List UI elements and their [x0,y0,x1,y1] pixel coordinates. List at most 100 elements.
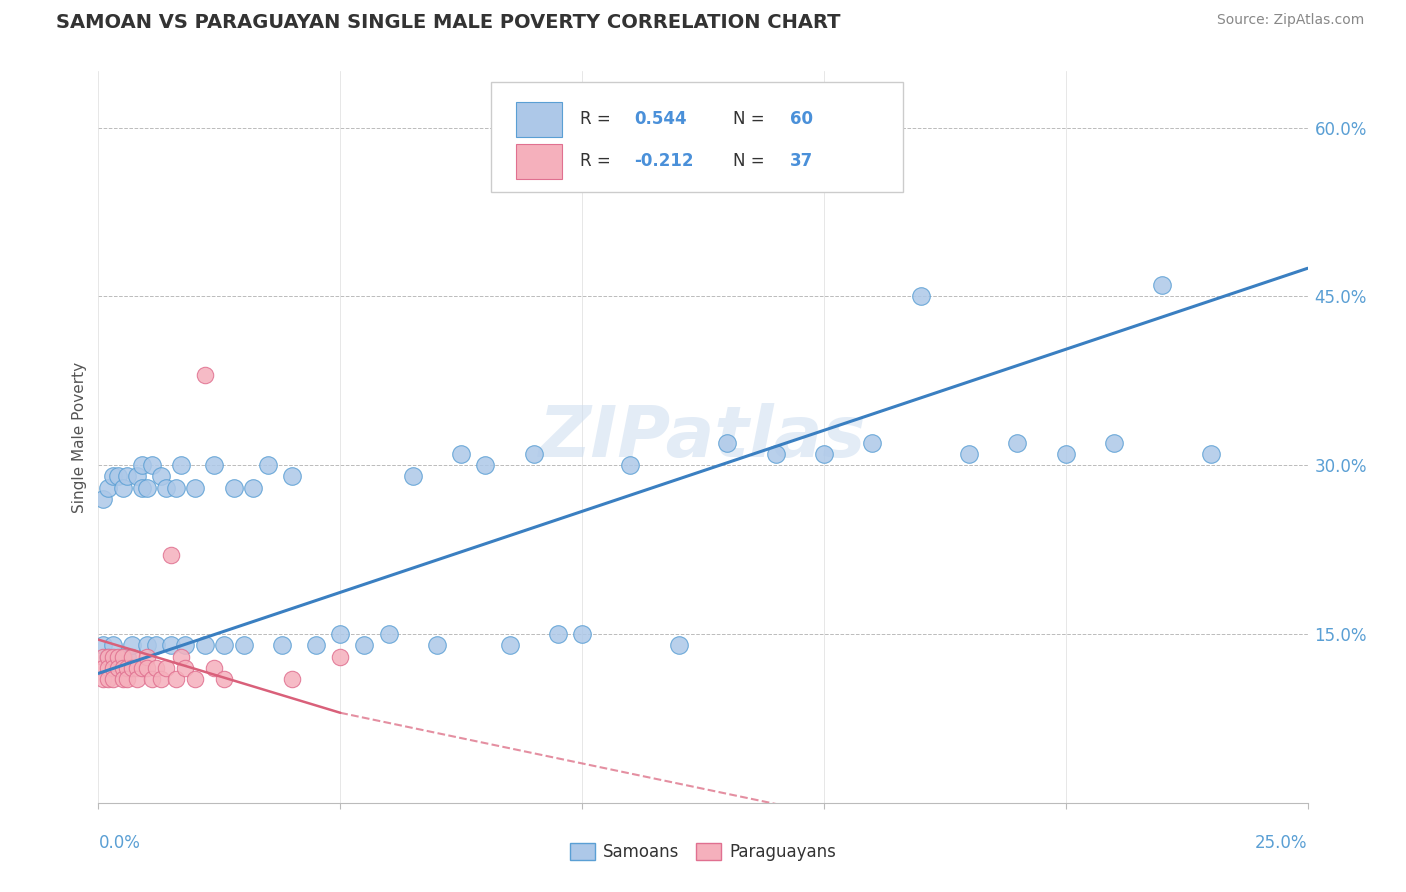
Point [91,672,114,686]
Point [145,638,167,652]
Point [127,661,149,675]
Text: 25.0%: 25.0% [1256,834,1308,852]
Point [91,661,114,675]
Point [91,491,114,506]
Point [1152,278,1174,293]
Point [155,481,177,495]
Point [256,458,278,473]
Point [127,672,149,686]
Point [1199,447,1222,461]
Point [232,638,254,652]
Point [97,672,120,686]
Bar [516,102,561,137]
Point [813,447,835,461]
Point [101,638,124,652]
Point [127,469,149,483]
Text: N =: N = [734,110,770,128]
Text: R =: R = [579,110,616,128]
Point [957,447,980,461]
Point [523,447,546,461]
Text: R =: R = [579,152,616,169]
Point [91,649,114,664]
Point [910,289,932,303]
Point [860,435,883,450]
Text: 60: 60 [790,110,813,128]
Point [145,661,167,675]
Point [450,447,472,461]
Point [281,672,304,686]
Point [426,638,449,652]
Point [1054,447,1077,461]
Legend: Samoans, Paraguayans: Samoans, Paraguayans [562,836,844,868]
Point [377,627,399,641]
Text: SAMOAN VS PARAGUAYAN SINGLE MALE POVERTY CORRELATION CHART: SAMOAN VS PARAGUAYAN SINGLE MALE POVERTY… [56,13,841,32]
Point [91,638,114,652]
Point [117,661,139,675]
Point [107,661,129,675]
Point [498,638,520,652]
Point [135,649,157,664]
Point [222,481,245,495]
Point [619,458,641,473]
Point [765,447,787,461]
Text: 0.544: 0.544 [634,110,686,128]
Point [135,481,157,495]
Point [571,627,593,641]
Point [194,368,217,383]
Point [111,649,134,664]
Point [402,469,425,483]
Point [165,481,187,495]
Point [150,672,173,686]
Point [160,548,183,562]
Point [97,481,120,495]
Point [169,649,191,664]
Point [141,672,163,686]
Point [101,661,124,675]
Point [141,458,163,473]
Point [101,469,124,483]
Point [204,458,226,473]
Point [97,661,120,675]
Point [242,481,264,495]
Point [150,469,173,483]
Text: ZIPatlas: ZIPatlas [540,402,866,472]
Point [121,638,143,652]
Text: -0.212: -0.212 [634,152,693,169]
Point [101,649,124,664]
Point [135,661,157,675]
FancyBboxPatch shape [492,82,903,192]
Point [155,661,177,675]
Point [165,672,187,686]
Point [121,649,143,664]
Point [474,458,496,473]
Point [204,661,226,675]
Text: 37: 37 [790,152,813,169]
Point [212,638,235,652]
Y-axis label: Single Male Poverty: Single Male Poverty [72,361,87,513]
Text: 0.0%: 0.0% [98,834,141,852]
Point [111,672,134,686]
Point [353,638,375,652]
Point [131,481,153,495]
Point [107,649,129,664]
Point [135,638,157,652]
Point [160,638,183,652]
Point [97,649,120,664]
Point [101,672,124,686]
Point [184,672,207,686]
Point [1102,435,1125,450]
Point [174,638,197,652]
Point [97,649,120,664]
Point [281,469,304,483]
Point [194,638,217,652]
Point [111,481,134,495]
Point [131,458,153,473]
Text: Source: ZipAtlas.com: Source: ZipAtlas.com [1216,13,1364,28]
Point [174,661,197,675]
Text: N =: N = [734,152,770,169]
Point [117,672,139,686]
Point [131,661,153,675]
Bar [516,144,561,179]
Point [111,661,134,675]
Point [169,458,191,473]
